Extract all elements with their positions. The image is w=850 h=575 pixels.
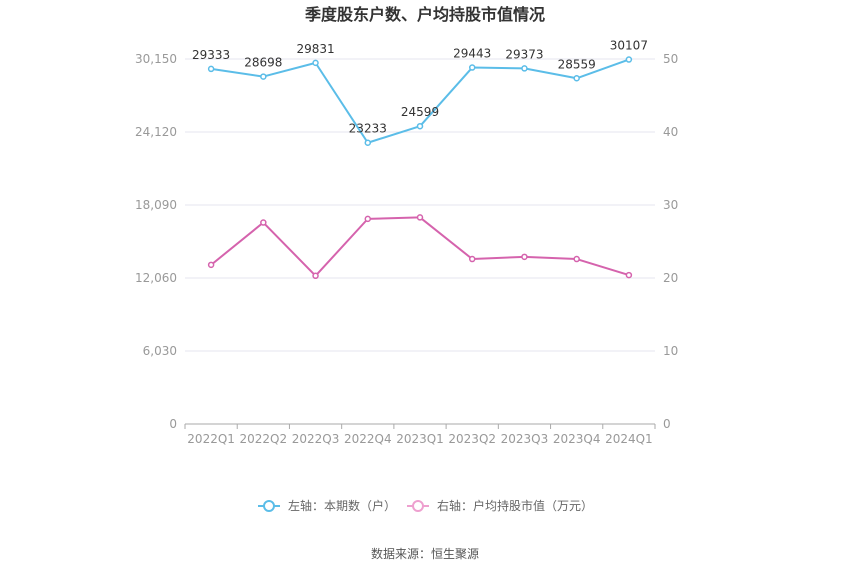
data-point: [207, 65, 215, 73]
x-axis-tick-label: 2022Q3: [292, 432, 340, 446]
x-axis-tick-label: 2022Q4: [344, 432, 392, 446]
legend-swatch-marker: [263, 500, 275, 512]
left-axis-tick-label: 6,030: [143, 344, 177, 358]
x-axis-tick-label: 2024Q1: [605, 432, 653, 446]
data-point: [260, 73, 267, 80]
legend-label: 左轴：本期数（户）: [288, 498, 396, 513]
data-point: [468, 64, 476, 71]
data-label: 28559: [558, 57, 596, 71]
x-axis-tick-label: 2023Q4: [553, 432, 601, 446]
data-point: [312, 59, 319, 67]
legend-label: 右轴：户均持股市值（万元）: [437, 498, 593, 513]
data-point: [468, 255, 476, 263]
right-axis-tick-label: 0: [663, 417, 671, 431]
data-point: [207, 261, 215, 269]
x-axis-tick-label: 2023Q2: [448, 432, 496, 446]
legend[interactable]: 左轴：本期数（户） 右轴：户均持股市值（万元）: [258, 498, 593, 513]
data-point: [260, 219, 267, 226]
data-point: [521, 65, 528, 72]
left-axis-tick-label: 0: [169, 417, 177, 431]
left-axis-tick-label: 12,060: [135, 271, 177, 285]
series-layer: 29333 28698 29831 23233 24599 29443 29373 28559…: [192, 39, 648, 280]
series-line: [210, 216, 630, 277]
x-axis-tick-label: 2023Q1: [396, 432, 444, 446]
data-point: [364, 139, 372, 146]
data-label: 28698: [244, 56, 282, 70]
data-point: [625, 56, 633, 63]
data-label: 29443: [453, 47, 491, 61]
data-point: [625, 271, 633, 279]
right-axis-tick-label: 10: [663, 344, 678, 358]
data-point: [312, 272, 319, 280]
data-point: [573, 255, 580, 263]
right-axis-tick-label: 30: [663, 198, 678, 212]
data-point: [416, 122, 424, 130]
data-label: 30107: [610, 39, 648, 53]
data-label: 29831: [296, 42, 334, 56]
data-point: [521, 253, 528, 261]
right-axis-tick-label: 40: [663, 125, 678, 139]
data-point: [364, 215, 372, 223]
x-axis-tick-label: 2023Q3: [501, 432, 549, 446]
x-axis-tick-label: 2022Q1: [187, 432, 235, 446]
left-axis-tick-label: 30,150: [135, 52, 177, 66]
axes: 0 6,030 12,060 18,090 24,120 30,150 0 10 20 30 40 5…: [135, 52, 678, 446]
source-note: 数据来源：恒生聚源: [371, 546, 479, 561]
data-point: [416, 214, 424, 221]
data-label: 29333: [192, 48, 230, 62]
data-label: 23233: [349, 122, 387, 136]
legend-swatch-marker: [412, 500, 424, 512]
left-axis-tick-label: 18,090: [135, 198, 177, 212]
right-axis-tick-label: 50: [663, 52, 678, 66]
data-label: 24599: [401, 105, 439, 119]
grid-lines: [185, 58, 655, 352]
left-axis-tick-label: 24,120: [135, 125, 177, 139]
chart-title: 季度股东户数、户均持股市值情况: [304, 5, 545, 24]
right-axis-tick-label: 20: [663, 271, 678, 285]
data-label: 29373: [505, 47, 543, 61]
x-axis-tick-label: 2022Q2: [240, 432, 288, 446]
data-point: [573, 75, 580, 82]
series-line: [210, 58, 630, 144]
